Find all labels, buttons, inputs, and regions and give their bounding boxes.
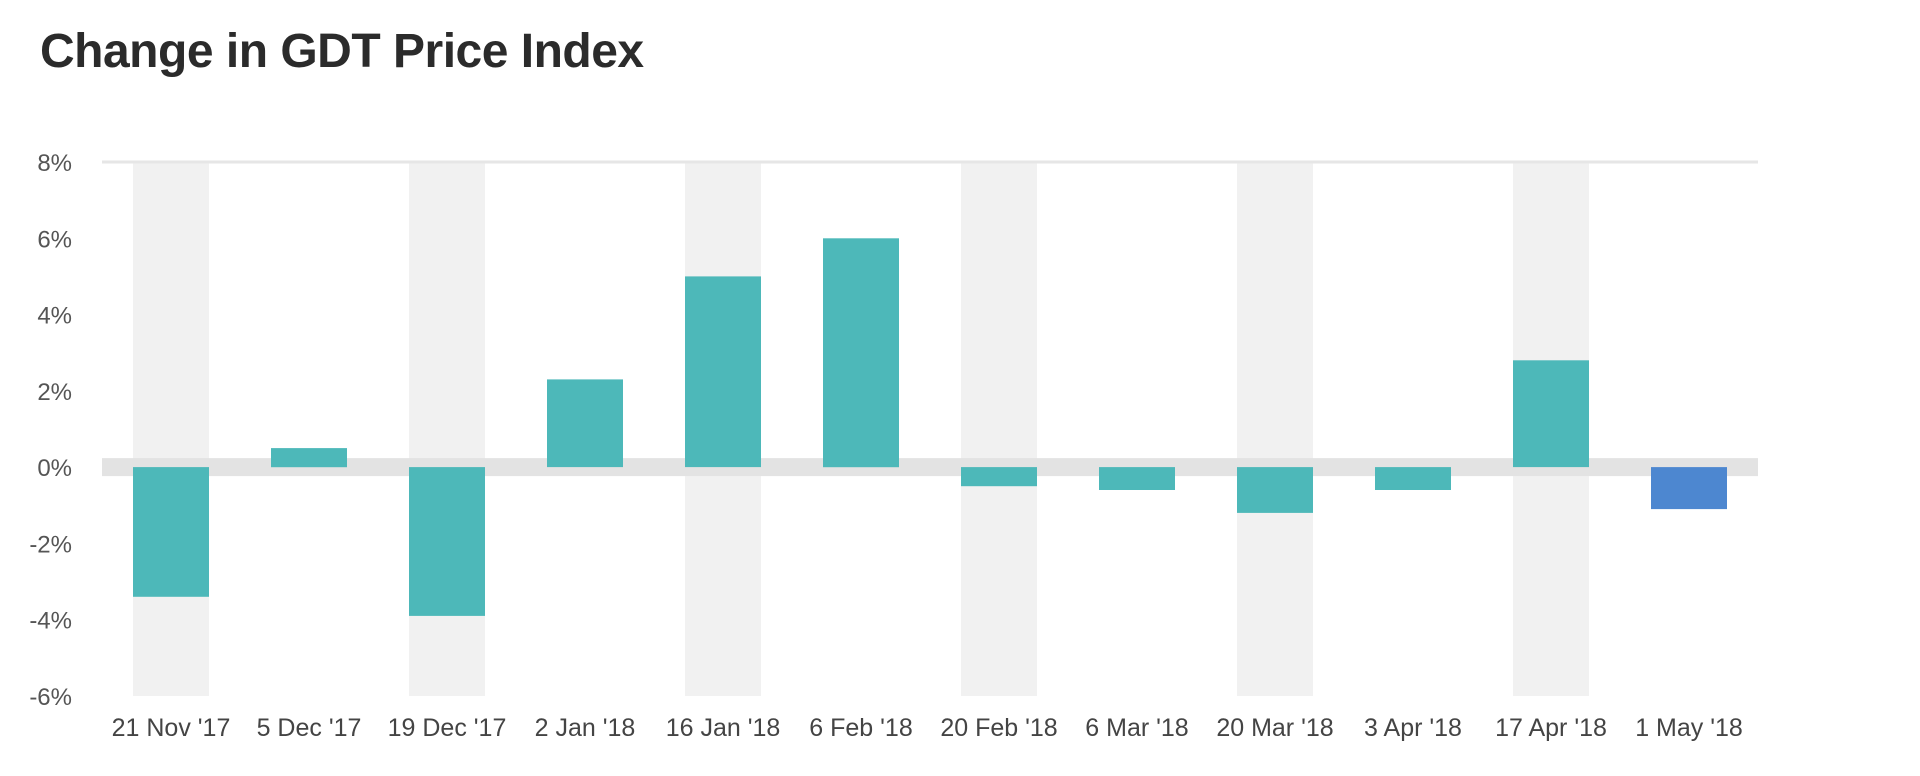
y-tick-label: 2%: [37, 379, 72, 406]
x-tick-label: 6 Mar '18: [1085, 714, 1188, 742]
bar: [961, 467, 1037, 487]
y-tick-label: -2%: [29, 531, 72, 558]
x-tick-label: 20 Mar '18: [1216, 714, 1333, 742]
bar: [823, 238, 899, 468]
bar-highlighted: [1651, 467, 1727, 510]
x-tick-label: 6 Feb '18: [809, 714, 912, 742]
y-axis: 8% 6% 4% 2% 0% -2% -4% -6%: [29, 150, 72, 711]
bar: [1099, 467, 1175, 490]
y-tick-label: 0%: [37, 455, 72, 482]
bar: [685, 276, 761, 468]
y-tick-label: -4%: [29, 608, 72, 635]
column-band: [1237, 162, 1313, 696]
bar: [1513, 360, 1589, 468]
x-tick-label: 16 Jan '18: [666, 714, 781, 742]
y-tick-label: 8%: [37, 150, 72, 177]
bar: [409, 467, 485, 616]
bar: [133, 467, 209, 597]
column-band: [961, 162, 1037, 696]
bar: [1237, 467, 1313, 513]
bar: [547, 379, 623, 468]
zero-line-layer: [102, 160, 1758, 477]
y-tick-label: -6%: [29, 684, 72, 711]
x-tick-label: 20 Feb '18: [940, 714, 1057, 742]
y-tick-label: 6%: [37, 226, 72, 253]
x-tick-label: 3 Apr '18: [1364, 714, 1462, 742]
chart-title: Change in GDT Price Index: [40, 25, 644, 78]
x-axis: 21 Nov '17 5 Dec '17 19 Dec '17 2 Jan '18 16…: [112, 714, 1743, 742]
x-tick-label: 1 May '18: [1635, 714, 1743, 742]
zero-line: [102, 458, 1758, 477]
bars-layer: [133, 238, 1727, 616]
y-tick-label: 4%: [37, 303, 72, 330]
x-tick-label: 2 Jan '18: [535, 714, 636, 742]
bar: [1375, 467, 1451, 490]
column-bands: [133, 162, 1589, 696]
column-band: [133, 162, 209, 696]
x-tick-label: 21 Nov '17: [112, 714, 231, 742]
x-tick-label: 5 Dec '17: [257, 714, 362, 742]
x-tick-label: 19 Dec '17: [388, 714, 507, 742]
bar: [271, 448, 347, 468]
x-tick-label: 17 Apr '18: [1495, 714, 1607, 742]
